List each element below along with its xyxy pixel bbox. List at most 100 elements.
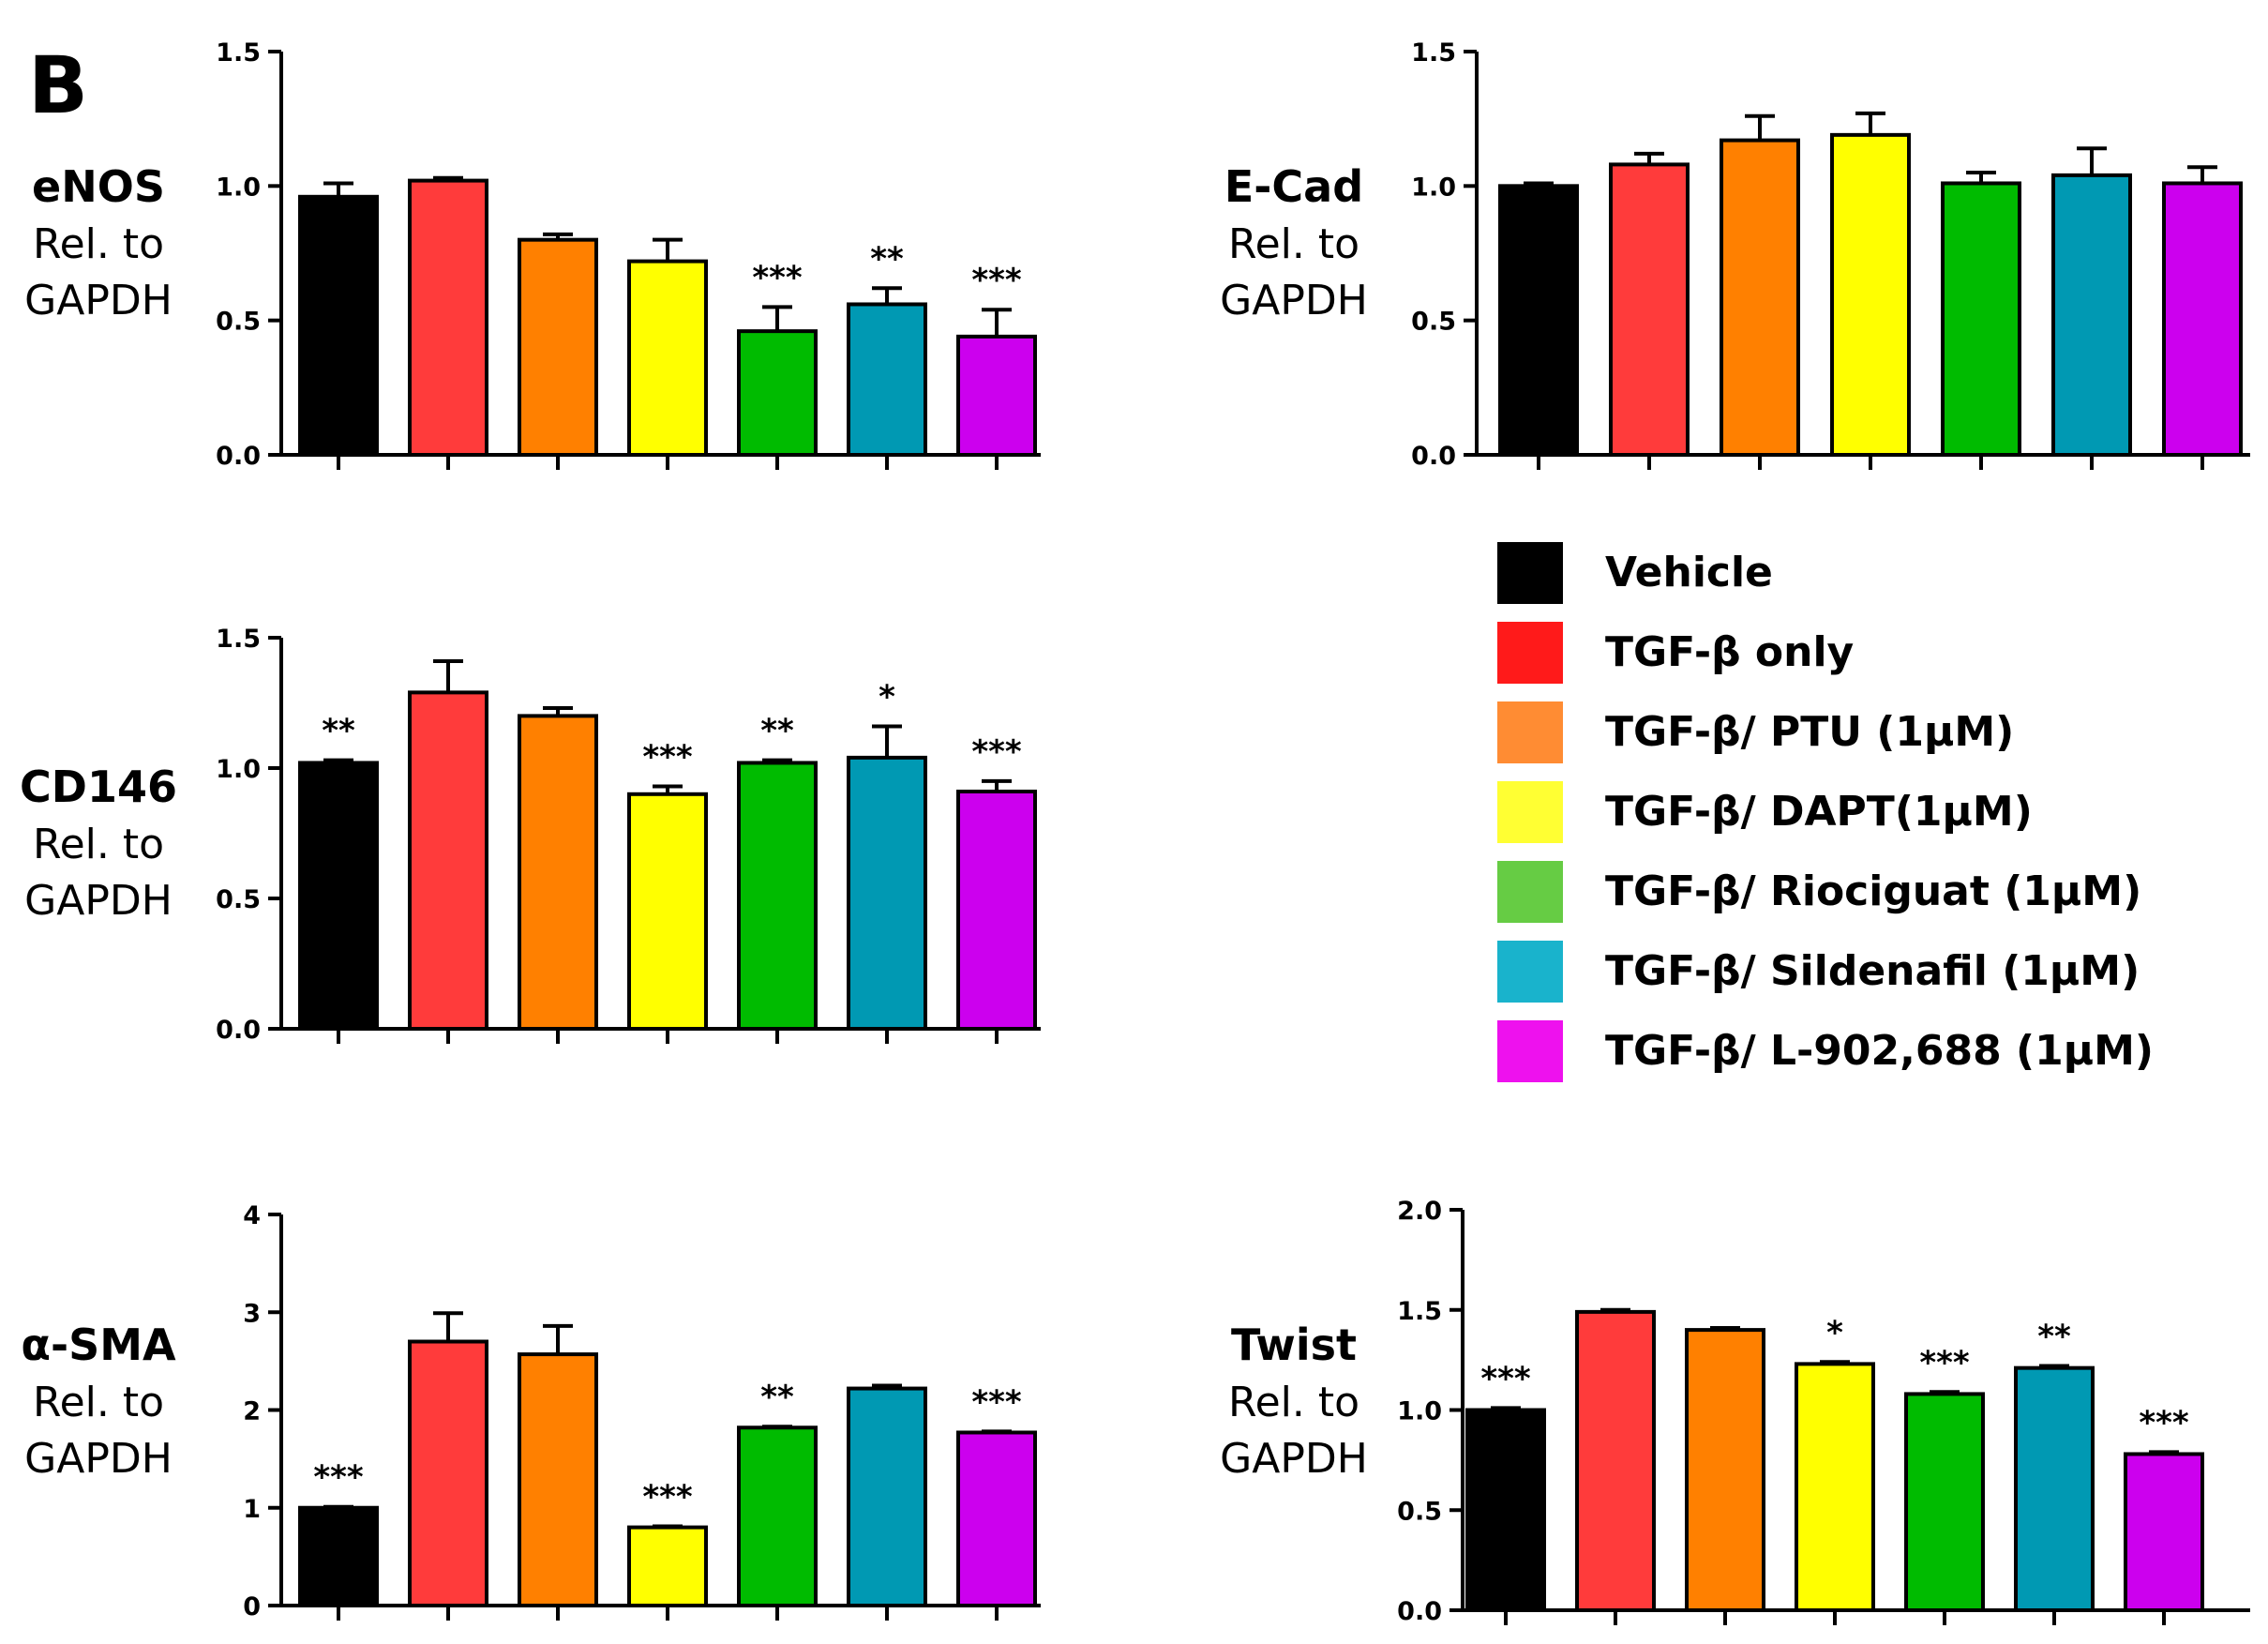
y-tick-label: 4	[243, 1201, 261, 1230]
bar	[956, 1430, 1037, 1608]
y-tick-label: 0.0	[1397, 1597, 1442, 1626]
y-tick-label: 1.0	[1411, 173, 1456, 202]
bar	[627, 1525, 708, 1607]
gene-name: α-SMA	[21, 1320, 176, 1370]
significance-label: **	[760, 713, 794, 750]
legend-swatch	[1497, 701, 1563, 763]
gene-name: eNOS	[32, 161, 165, 212]
legend-swatch	[1497, 941, 1563, 1003]
bar	[847, 1386, 927, 1607]
bar	[298, 194, 379, 458]
y-tick-label: 0.0	[216, 1016, 261, 1045]
significance-label: *	[879, 679, 895, 716]
legend-swatch	[1497, 622, 1563, 684]
ylabel-line2: GAPDH	[24, 877, 173, 925]
ylabel-line2: GAPDH	[1220, 277, 1368, 324]
gene-name: CD146	[20, 762, 177, 812]
bar	[737, 1425, 818, 1608]
y-tick-label: 1	[243, 1495, 261, 1524]
bar	[2051, 173, 2132, 457]
significance-label: ***	[971, 733, 1022, 771]
bar	[518, 237, 598, 457]
y-tick-label: 1.0	[1397, 1397, 1442, 1426]
bar	[298, 761, 379, 1031]
bar	[408, 1339, 488, 1608]
legend-swatch	[1497, 1020, 1563, 1082]
bar	[408, 178, 488, 457]
bar	[1609, 162, 1690, 457]
ylabel-line2: GAPDH	[1220, 1435, 1368, 1483]
bar	[298, 1505, 379, 1607]
bar	[1465, 1408, 1546, 1612]
significance-label: ***	[971, 1383, 1022, 1421]
y-tick-label: 1.5	[1397, 1297, 1442, 1326]
legend-label: TGF-β/ Riociguat (1μM)	[1605, 867, 2141, 915]
y-tick-label: 0.5	[216, 885, 261, 914]
ylabel-line2: GAPDH	[24, 1435, 173, 1483]
bar	[627, 259, 708, 457]
y-tick-label: 2.0	[1397, 1197, 1442, 1226]
legend-label: TGF-β/ DAPT(1μM)	[1605, 788, 2033, 836]
significance-label: ***	[642, 1479, 693, 1516]
significance-label: ***	[2139, 1404, 2189, 1441]
bar	[1498, 184, 1579, 457]
significance-label: ***	[971, 262, 1022, 299]
gene-name: Twist	[1231, 1320, 1357, 1370]
bar	[1830, 132, 1911, 457]
bar	[956, 334, 1037, 457]
legend-swatch	[1497, 861, 1563, 923]
y-tick-label: 1.5	[1411, 38, 1456, 68]
legend-label: TGF-β only	[1605, 628, 1854, 676]
significance-label: **	[870, 240, 904, 278]
legend-item: TGF-β/ Riociguat (1μM)	[1497, 861, 2141, 923]
legend-item: Vehicle	[1497, 542, 1773, 604]
bar	[627, 792, 708, 1031]
legend-item: TGF-β/ L-902,688 (1μM)	[1497, 1020, 2154, 1082]
bar	[1904, 1392, 1985, 1613]
significance-label: ***	[752, 259, 803, 296]
ylabel-line2: GAPDH	[24, 277, 173, 324]
bar	[1575, 1309, 1656, 1612]
y-tick-label: 0.0	[1411, 442, 1456, 471]
bar	[1795, 1362, 1875, 1613]
y-tick-label: 0.0	[216, 442, 261, 471]
legend-item: TGF-β/ DAPT(1μM)	[1497, 781, 2033, 843]
y-tick-label: 0.5	[1397, 1497, 1442, 1526]
legend-item: TGF-β/ PTU (1μM)	[1497, 701, 2014, 763]
legend-label: TGF-β/ L-902,688 (1μM)	[1605, 1027, 2154, 1075]
significance-label: ***	[1919, 1344, 1970, 1381]
legend-label: Vehicle	[1605, 549, 1773, 596]
legend: Vehicle TGF-β only TGF-β/ PTU (1μM) TGF-β/ …	[1497, 542, 2154, 1082]
legend-label: TGF-β/ PTU (1μM)	[1605, 708, 2014, 756]
bar	[737, 329, 818, 457]
ylabel-line1: Rel. to	[1228, 220, 1359, 268]
y-tick-label: 1.5	[216, 38, 261, 68]
y-tick-label: 0.5	[1411, 308, 1456, 337]
bar	[956, 790, 1037, 1032]
significance-label: **	[760, 1379, 794, 1416]
significance-label: ***	[313, 1459, 364, 1497]
bar	[2014, 1365, 2095, 1613]
y-tick-label: 3	[243, 1299, 261, 1328]
panel-label: B	[28, 39, 88, 131]
bar	[1685, 1328, 1765, 1612]
y-tick-label: 2	[243, 1397, 261, 1426]
chart-e-cad: E-Cad Rel. to GAPDH 0.0 0.5 1.0 1.5	[1220, 38, 2250, 471]
legend-item: TGF-β/ Sildenafil (1μM)	[1497, 941, 2140, 1003]
gene-name: E-Cad	[1224, 161, 1363, 212]
legend-label: TGF-β/ Sildenafil (1μM)	[1605, 947, 2140, 995]
y-tick-label: 1.0	[216, 173, 261, 202]
bar	[847, 302, 927, 458]
bar	[2162, 181, 2243, 457]
significance-label: ***	[1480, 1360, 1531, 1397]
bar	[1720, 138, 1800, 457]
legend-item: TGF-β only	[1497, 622, 1854, 684]
significance-label: **	[2037, 1319, 2071, 1356]
bar	[518, 1352, 598, 1607]
significance-label: *	[1826, 1314, 1843, 1351]
